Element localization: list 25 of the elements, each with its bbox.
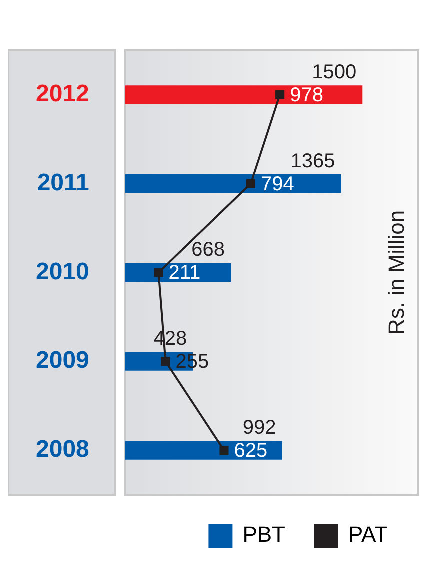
data-label: 211 — [168, 262, 201, 284]
y-tick-label: 2008 — [36, 436, 90, 464]
bar — [125, 174, 342, 194]
point — [161, 357, 170, 366]
point — [276, 90, 285, 100]
bar — [125, 86, 363, 104]
data-label: 794 — [260, 173, 294, 196]
legend-label: PAT — [348, 522, 388, 548]
data-label: 978 — [290, 84, 324, 106]
data-label: 992 — [242, 417, 276, 440]
y-tick-label: 2010 — [36, 258, 90, 286]
data-label: 1365 — [290, 150, 336, 172]
point — [154, 268, 164, 278]
data-label: 625 — [234, 440, 268, 462]
data-label: 1500 — [312, 61, 357, 84]
bar — [125, 441, 282, 460]
y-tick-label: 2011 — [37, 169, 90, 196]
point — [246, 179, 256, 188]
bar — [125, 263, 232, 282]
y-axis-title: Rs. in Million — [384, 210, 410, 336]
data-label: 668 — [192, 239, 226, 262]
point — [220, 446, 229, 456]
legend-label: PBT — [242, 522, 286, 548]
y-tick-label: 2012 — [36, 80, 90, 108]
y-tick-label: 2009 — [36, 347, 90, 374]
